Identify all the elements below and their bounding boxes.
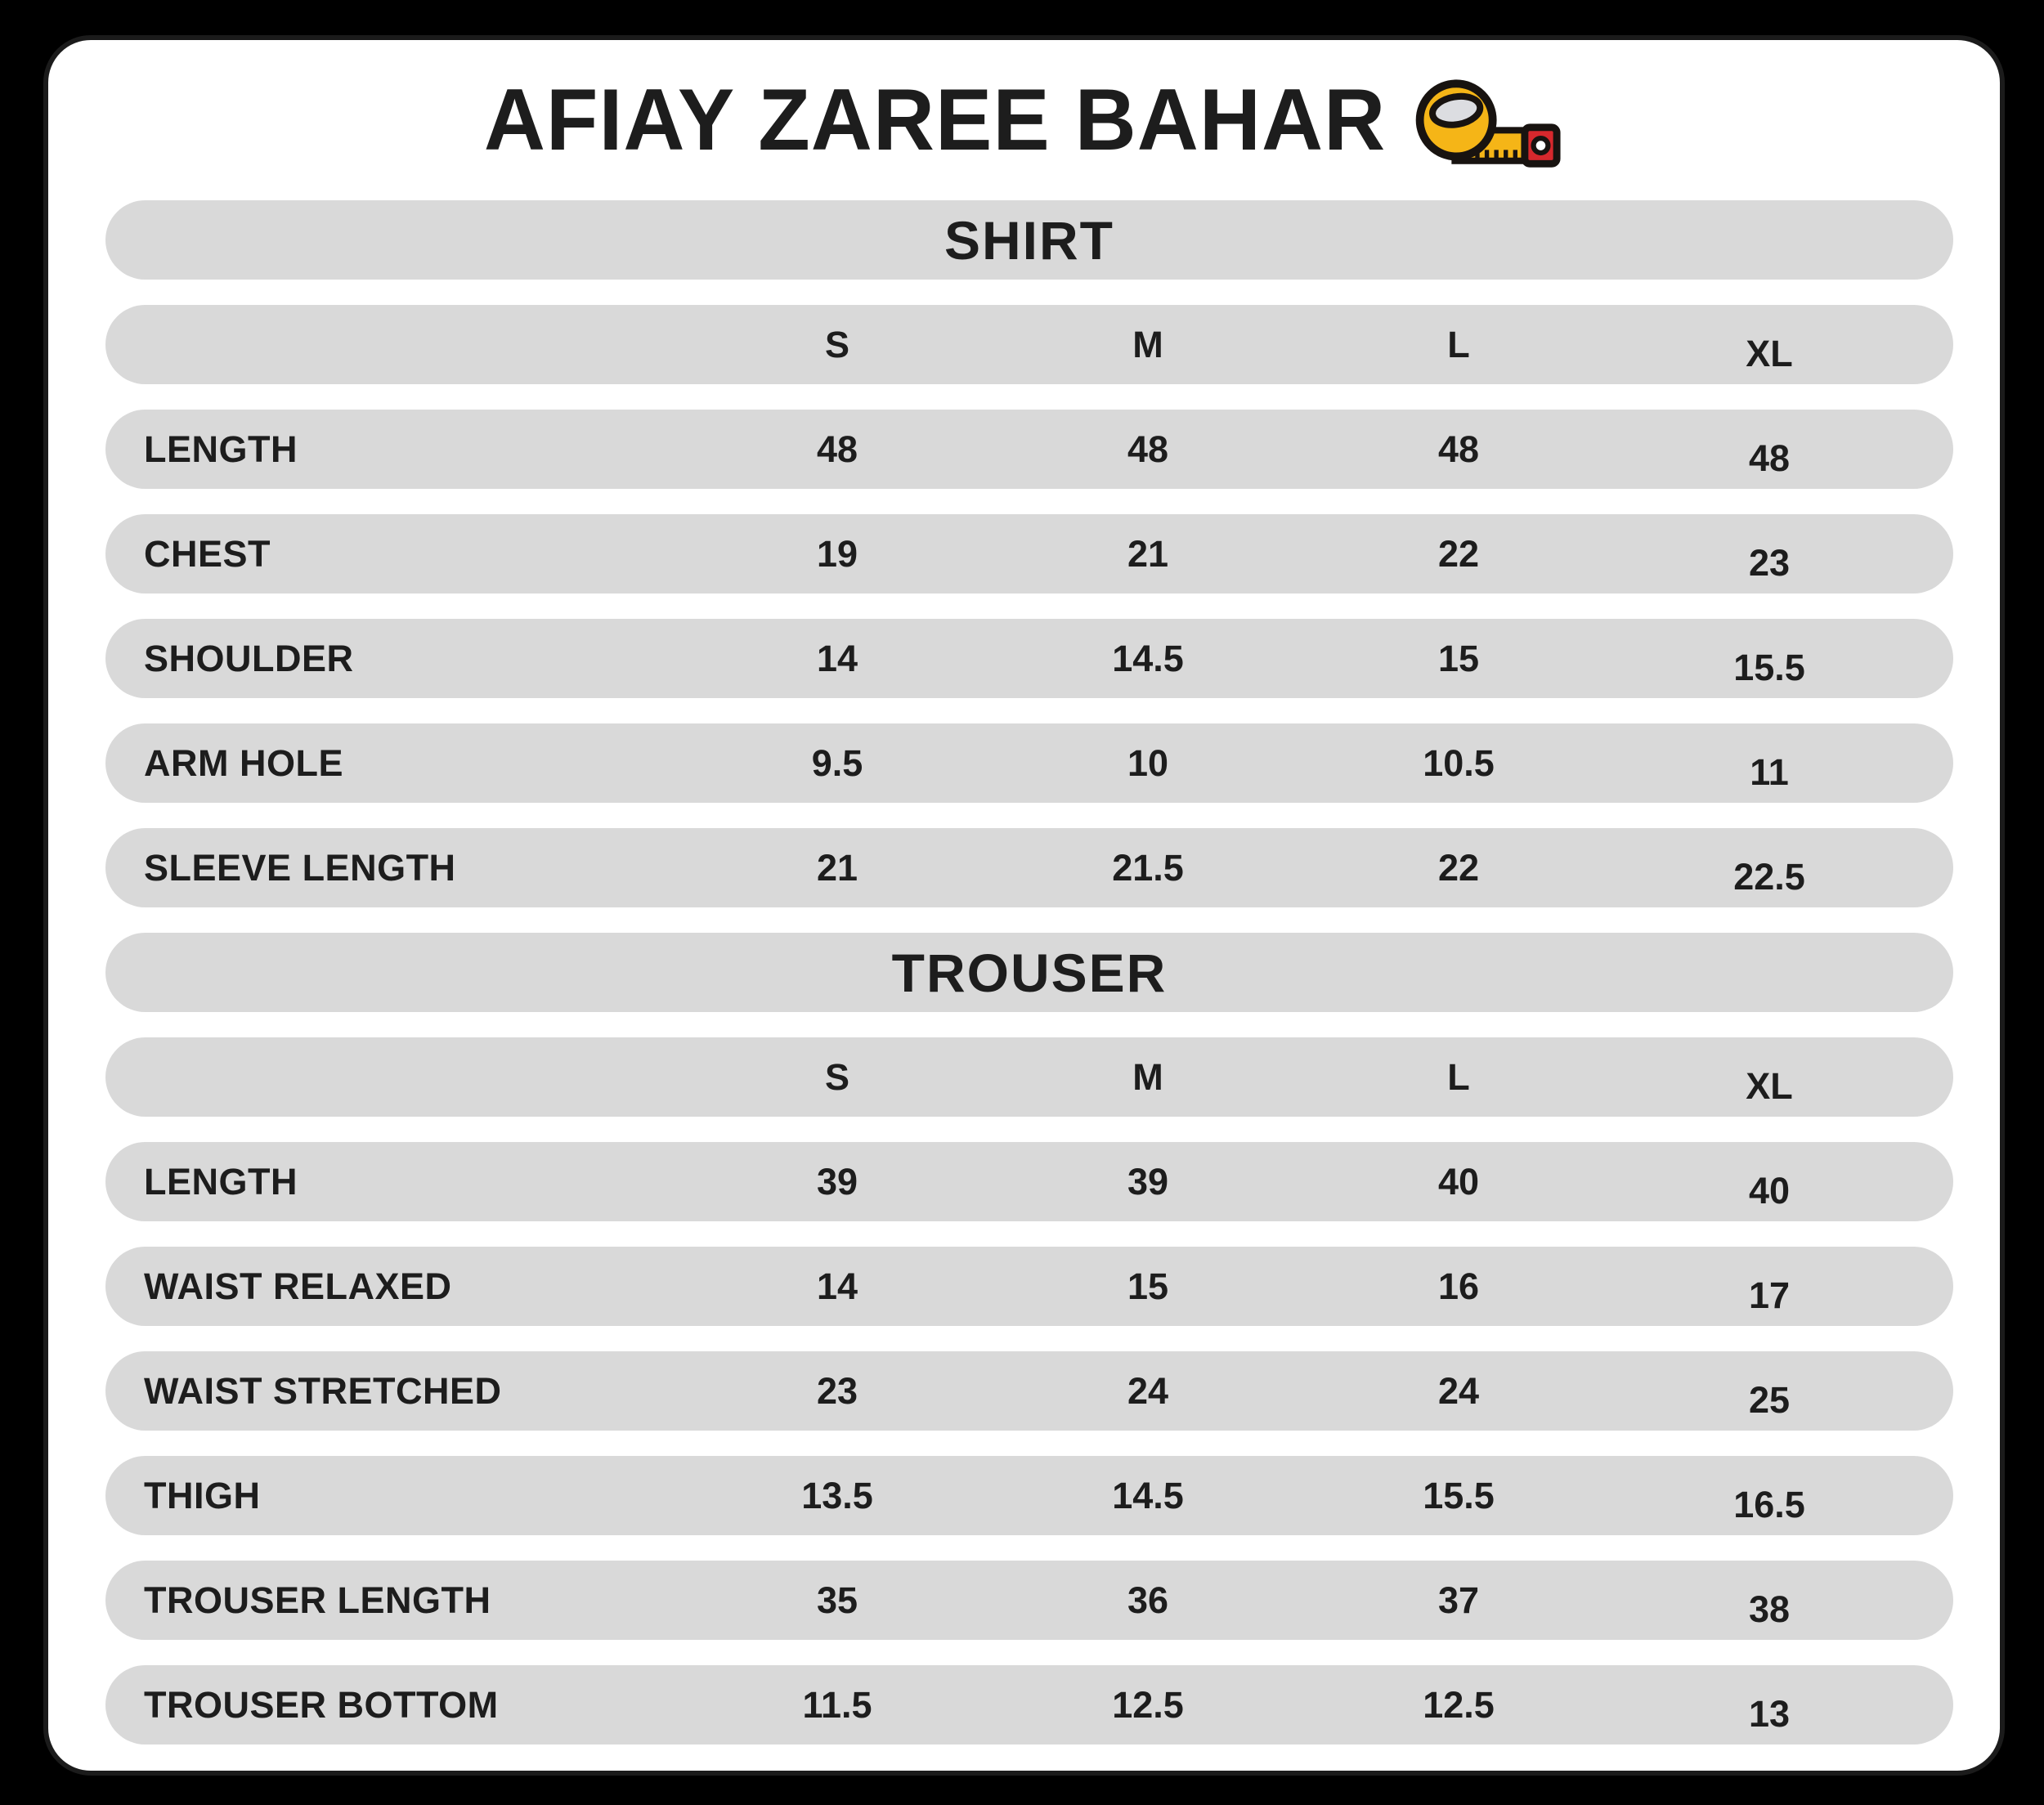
measuring-tape-icon	[1415, 79, 1561, 168]
table-row: ARM HOLE 9.5 10 10.5 11	[105, 723, 1953, 803]
cell-value: 40	[1437, 1160, 1480, 1203]
row-label: LENGTH	[144, 428, 298, 470]
table-row: TROUSER LENGTH 35 36 37 38	[105, 1561, 1953, 1640]
cell-value: 17	[1748, 1274, 1791, 1316]
header: AFIAY ZAREE BAHAR	[48, 40, 2000, 200]
cell-value: 39	[1127, 1160, 1169, 1203]
cell-value: 15.5	[1423, 1474, 1495, 1516]
cell-value: 9.5	[811, 741, 863, 784]
cell-value: 21.5	[1112, 846, 1184, 889]
cell-value: 36	[1127, 1579, 1169, 1621]
size-column-header: L	[1447, 1055, 1470, 1098]
cell-value: 48	[1437, 428, 1480, 470]
cell-value: 16.5	[1733, 1483, 1805, 1525]
size-column-header: XL	[1746, 332, 1793, 374]
cell-value: 21	[816, 846, 858, 889]
row-label: TROUSER BOTTOM	[144, 1683, 499, 1726]
size-table-section-trouser: TROUSER S M L XL LENGTH 39 39 40 40 WAIST RELAXED 1…	[105, 933, 1953, 1745]
cell-value: 15	[1127, 1265, 1169, 1307]
cell-value: 15.5	[1733, 646, 1805, 688]
section-title: SHIRT	[944, 209, 1114, 271]
cell-value: 19	[816, 532, 858, 575]
cell-value: 14	[816, 1265, 858, 1307]
row-label: SHOULDER	[144, 637, 354, 679]
cell-value: 35	[816, 1579, 858, 1621]
cell-value: 11	[1750, 750, 1789, 793]
cell-value: 24	[1437, 1369, 1480, 1412]
row-label: TROUSER LENGTH	[144, 1579, 491, 1621]
cell-value: 48	[1127, 428, 1169, 470]
size-columns-header: S M L XL	[105, 305, 1953, 384]
size-column-header: S	[824, 323, 849, 365]
table-row: WAIST STRETCHED 23 24 24 25	[105, 1351, 1953, 1431]
size-column-header: M	[1132, 1055, 1163, 1098]
row-label: WAIST STRETCHED	[144, 1369, 502, 1412]
cell-value: 48	[816, 428, 858, 470]
cell-value: 22.5	[1733, 855, 1805, 898]
page-title: AFIAY ZAREE BAHAR	[483, 70, 1387, 169]
table-row: LENGTH 48 48 48 48	[105, 410, 1953, 489]
cell-value: 16	[1437, 1265, 1480, 1307]
row-label: WAIST RELAXED	[144, 1265, 452, 1307]
cell-value: 13	[1748, 1692, 1791, 1735]
table-row: SLEEVE LENGTH 21 21.5 22 22.5	[105, 828, 1953, 907]
cell-value: 24	[1127, 1369, 1169, 1412]
table-row: LENGTH 39 39 40 40	[105, 1142, 1953, 1221]
row-label: SLEEVE LENGTH	[144, 846, 456, 889]
cell-value: 40	[1748, 1169, 1791, 1212]
size-column-header: S	[824, 1055, 849, 1098]
cell-value: 11.5	[802, 1683, 872, 1726]
cell-value: 10.5	[1423, 741, 1495, 784]
size-table-section-shirt: SHIRT S M L XL LENGTH 48 48 48 48 CHEST 19 21 22 23 SHO…	[105, 200, 1953, 907]
row-label: CHEST	[144, 532, 271, 575]
size-tables: SHIRT S M L XL LENGTH 48 48 48 48 CHEST 19 21 22 23 SHO…	[48, 200, 2000, 1745]
section-header: TROUSER	[105, 933, 1953, 1012]
cell-value: 14.5	[1112, 637, 1184, 679]
cell-value: 15	[1437, 637, 1480, 679]
table-row: THIGH 13.5 14.5 15.5 16.5	[105, 1456, 1953, 1535]
cell-value: 25	[1748, 1378, 1791, 1421]
table-row: TROUSER BOTTOM 11.5 12.5 12.5 13	[105, 1665, 1953, 1745]
size-column-header: XL	[1746, 1064, 1793, 1107]
cell-value: 22	[1437, 532, 1480, 575]
section-header: SHIRT	[105, 200, 1953, 280]
cell-value: 38	[1748, 1588, 1791, 1630]
cell-value: 13.5	[801, 1474, 873, 1516]
cell-value: 10	[1127, 741, 1169, 784]
table-row: SHOULDER 14 14.5 15 15.5	[105, 619, 1953, 698]
cell-value: 23	[1748, 541, 1791, 584]
size-column-header: M	[1132, 323, 1163, 365]
cell-value: 23	[816, 1369, 858, 1412]
cell-value: 12.5	[1112, 1683, 1184, 1726]
cell-value: 14	[816, 637, 858, 679]
table-row: WAIST RELAXED 14 15 16 17	[105, 1247, 1953, 1326]
cell-value: 21	[1127, 532, 1169, 575]
cell-value: 39	[816, 1160, 858, 1203]
cell-value: 22	[1437, 846, 1480, 889]
row-label: THIGH	[144, 1474, 261, 1516]
row-label: LENGTH	[144, 1160, 298, 1203]
table-row: CHEST 19 21 22 23	[105, 514, 1953, 593]
row-label: ARM HOLE	[144, 741, 343, 784]
size-columns-header: S M L XL	[105, 1037, 1953, 1117]
cell-value: 48	[1748, 437, 1791, 479]
cell-value: 37	[1437, 1579, 1480, 1621]
size-column-header: L	[1447, 323, 1470, 365]
section-title: TROUSER	[891, 942, 1168, 1003]
size-chart-card: AFIAY ZAREE BAHAR SHIRT S M L XL LENGTH 48 48 48…	[43, 35, 2005, 1776]
cell-value: 12.5	[1423, 1683, 1495, 1726]
cell-value: 14.5	[1112, 1474, 1184, 1516]
